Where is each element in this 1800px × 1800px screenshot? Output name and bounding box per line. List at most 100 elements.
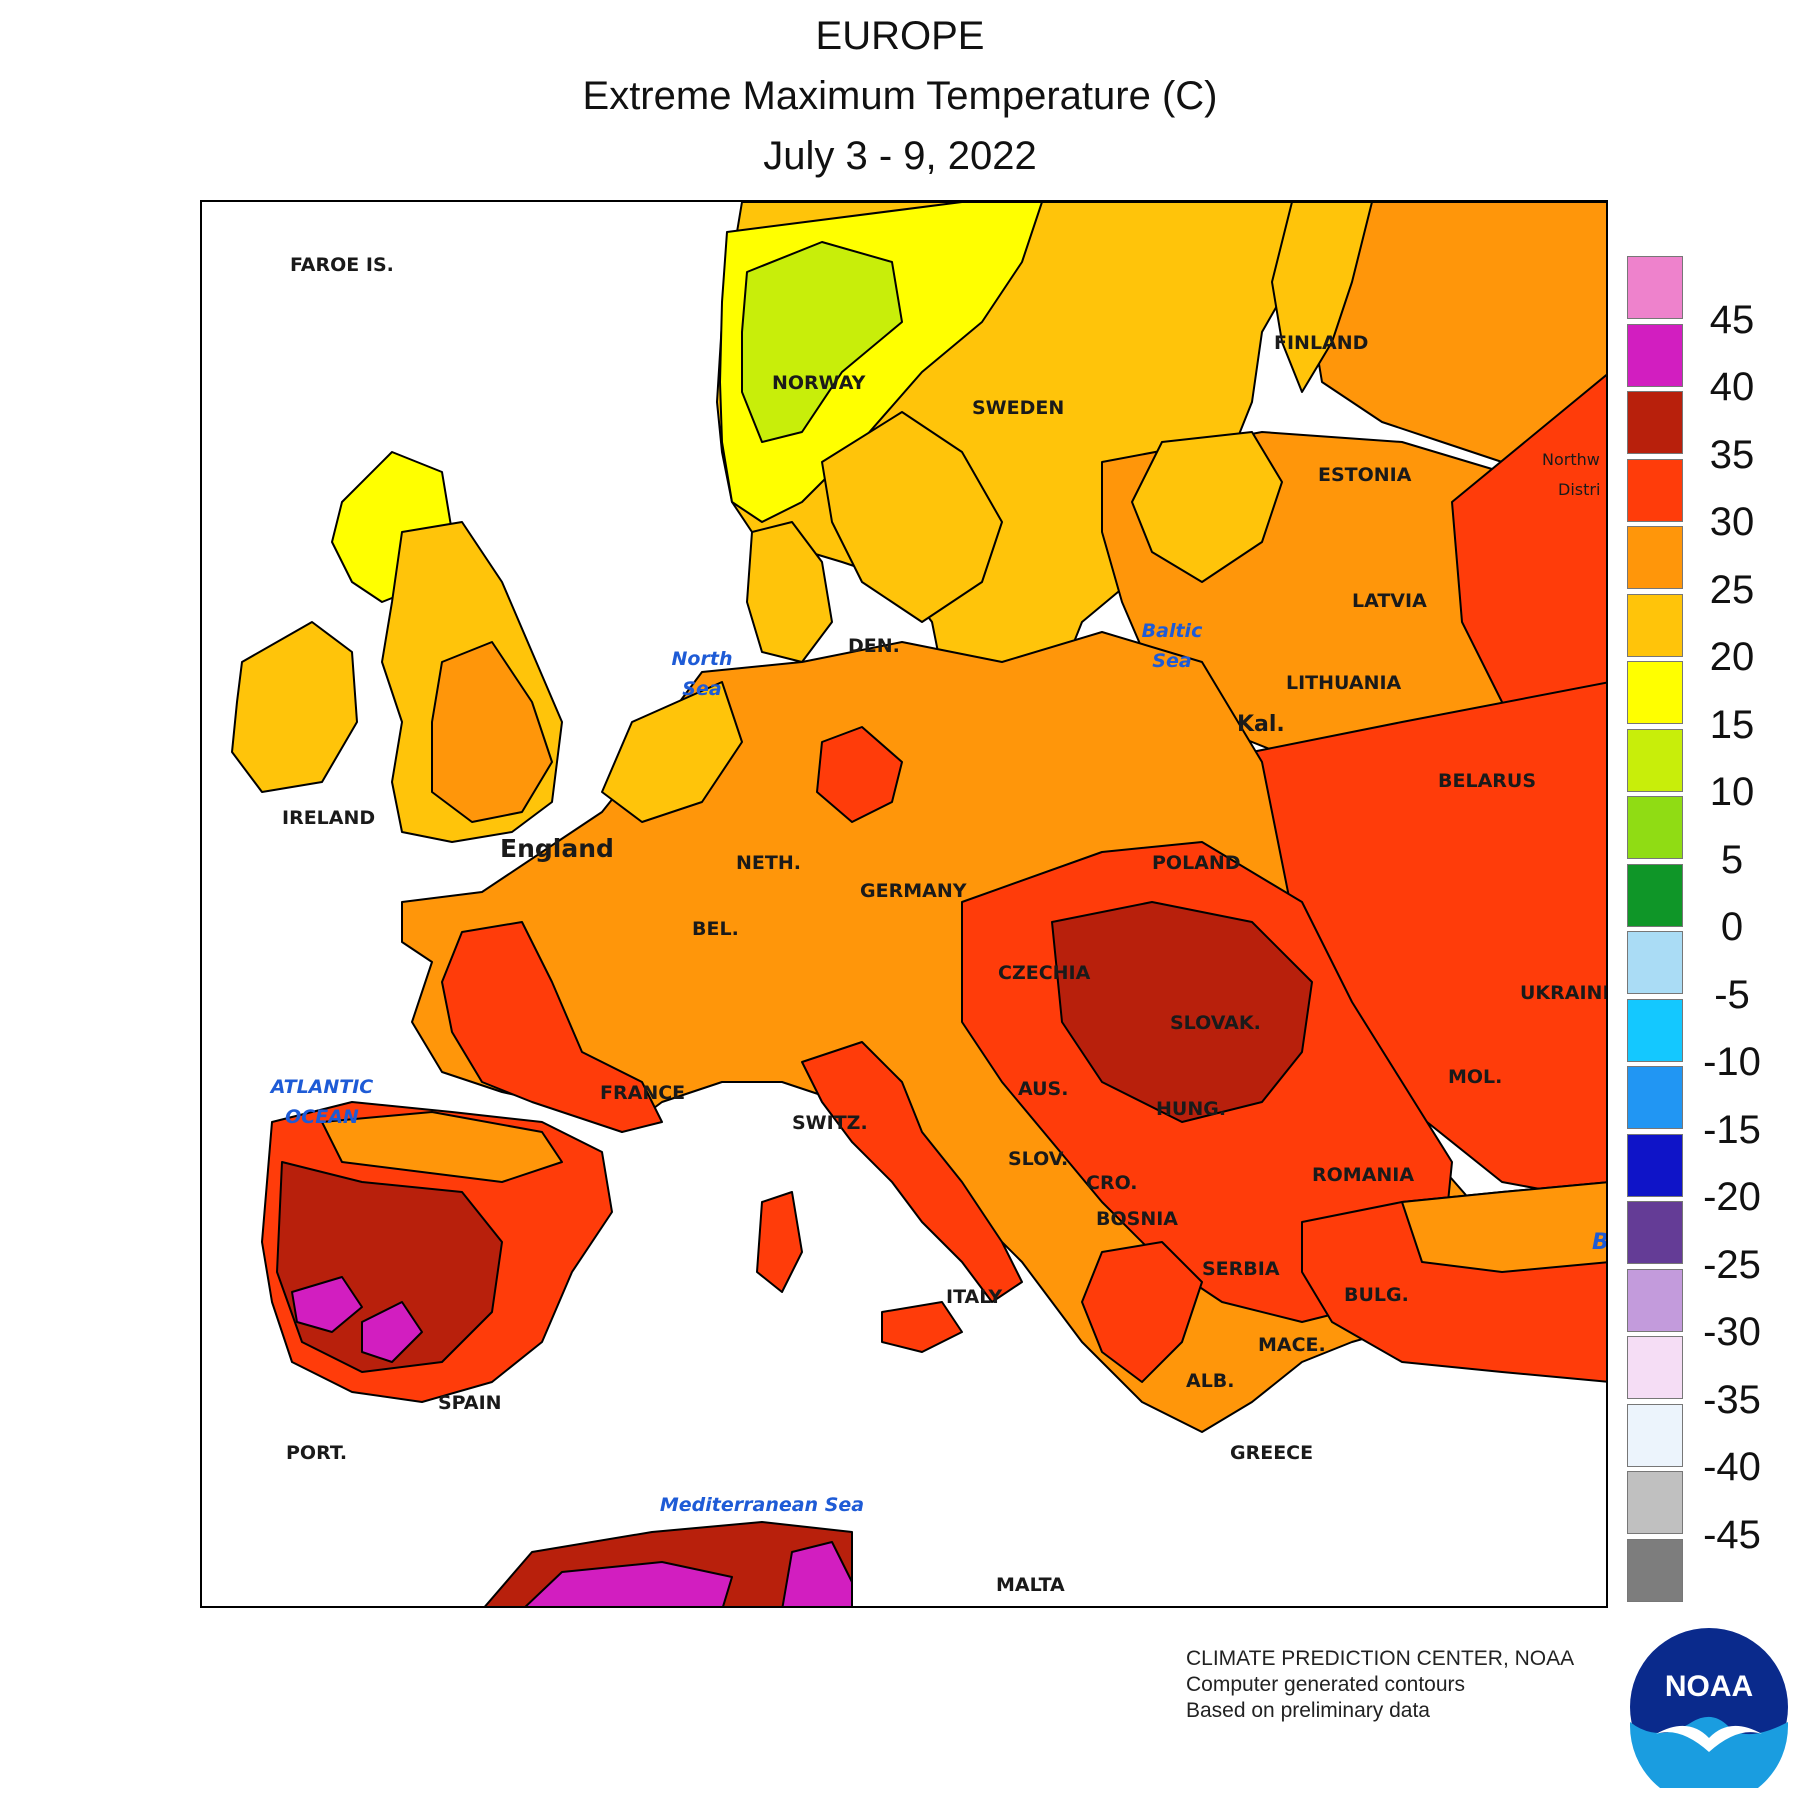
legend-tick-label: 40 (1709, 365, 1755, 409)
legend-tick-label: 20 (1709, 635, 1755, 679)
temperature-map: FAROE IS. NORWAY SWEDEN FINLAND ESTONIA … (200, 200, 1608, 1608)
label-romania: ROMANIA (1312, 1164, 1415, 1186)
label-sweden: SWEDEN (972, 397, 1065, 419)
label-bosnia: BOSNIA (1096, 1208, 1178, 1230)
label-netherlands: NETH. (736, 852, 801, 874)
label-greece: GREECE (1230, 1442, 1314, 1464)
label-england: England (500, 834, 614, 863)
label-b-edge: B (1592, 1230, 1608, 1255)
legend-swatch (1627, 998, 1683, 1062)
portugal-extreme (291, 1276, 363, 1333)
norway-green (741, 241, 903, 443)
label-finland: FINLAND (1274, 332, 1369, 354)
atlantic-line-2: OCEAN (285, 1106, 359, 1128)
legend-tick-label: -15 (1703, 1107, 1761, 1152)
label-germany: GERMANY (860, 880, 967, 902)
turkey-orange (1401, 1181, 1606, 1273)
map-variable-title: Extreme Maximum Temperature (C) (582, 74, 1218, 118)
legend-swatch (1627, 1538, 1683, 1602)
label-lithuania: LITHUANIA (1286, 672, 1402, 694)
atlantic-ocean-label: ATLANTIC OCEAN (262, 1072, 382, 1132)
baltic-sea-label: Baltic Sea (1122, 616, 1222, 676)
legend-swatch (1627, 1066, 1683, 1129)
label-northwest-2: Distri (1558, 480, 1601, 499)
label-hungary: HUNG. (1156, 1098, 1227, 1120)
legend-tick-label: 0 (1720, 905, 1744, 949)
legend-swatch (1627, 796, 1683, 859)
legend-swatch (1627, 323, 1683, 387)
legend-tick-label: 15 (1709, 702, 1755, 747)
legend-tick-label: -25 (1703, 1242, 1761, 1287)
label-northwest-1: Northw (1542, 450, 1600, 469)
label-malta: MALTA (996, 1574, 1065, 1596)
label-france: FRANCE (600, 1082, 686, 1104)
atlantic-line-1: ATLANTIC (270, 1076, 374, 1098)
legend-swatch (1627, 661, 1683, 724)
mediterranean-sea-label: Mediterranean Sea (659, 1494, 865, 1516)
label-italy: ITALY (946, 1286, 1003, 1308)
legend-tick-label: -40 (1703, 1445, 1761, 1489)
germany-hot (816, 726, 903, 823)
label-czechia: CZECHIA (998, 962, 1091, 984)
label-austria: AUS. (1018, 1078, 1069, 1100)
legend-tick-label: 10 (1709, 770, 1755, 814)
legend-swatch (1627, 728, 1683, 792)
credit-block: CLIMATE PREDICTION CENTER, NOAA Computer… (1186, 1646, 1574, 1724)
credit-line-2: Computer generated contours (1186, 1673, 1465, 1696)
legend-tick-label: 30 (1709, 500, 1755, 544)
legend-tick-label: -30 (1703, 1310, 1761, 1354)
legend-swatch (1627, 1268, 1683, 1332)
legend-tick-label: 45 (1709, 297, 1755, 342)
map-period-title: July 3 - 9, 2022 (763, 134, 1037, 178)
netherlands-yellow (601, 681, 743, 823)
legend-swatch (1627, 391, 1683, 454)
legend-swatch (1627, 1471, 1683, 1534)
label-portugal: PORT. (286, 1442, 348, 1464)
label-ukraine: UKRAINE (1520, 982, 1608, 1004)
france-hot (441, 921, 663, 1133)
legend-swatch (1627, 1201, 1683, 1264)
label-latvia: LATVIA (1352, 590, 1427, 612)
legend-swatch (1627, 931, 1683, 994)
label-slovenia: SLOV. (1008, 1148, 1069, 1170)
north-sea-line-1: North (671, 648, 733, 670)
label-switzerland: SWITZ. (792, 1112, 868, 1134)
label-norway: NORWAY (772, 372, 866, 394)
north-sea-line-2: Sea (682, 678, 722, 700)
spain-north-orange (321, 1111, 563, 1183)
sicily-land (881, 1301, 963, 1353)
north-sea-label: North Sea (652, 644, 752, 704)
map-canvas (231, 202, 1606, 1606)
tunisia-extreme (781, 1541, 853, 1606)
noaa-logo-text: NOAA (1665, 1670, 1753, 1703)
label-slovakia: SLOVAK. (1170, 1012, 1261, 1034)
label-macedonia: MACE. (1258, 1334, 1326, 1356)
sweden-orange (821, 411, 1003, 623)
england-orange (431, 641, 553, 823)
label-croatia: CRO. (1086, 1172, 1138, 1194)
label-faroe: FAROE IS. (290, 254, 394, 276)
legend-tick-label: 25 (1709, 567, 1755, 612)
baltic-sea-line-2: Sea (1152, 650, 1192, 672)
legend-tick-label: -45 (1703, 1512, 1761, 1557)
italy-land (801, 1041, 1023, 1303)
label-albania: ALB. (1186, 1370, 1235, 1392)
finland-yellow (1271, 202, 1373, 393)
label-belarus: BELARUS (1438, 770, 1537, 792)
legend-tick-label: 5 (1720, 837, 1744, 882)
label-spain: SPAIN (438, 1392, 502, 1414)
legend-tick-label: 35 (1709, 432, 1755, 477)
legend-swatch (1627, 256, 1683, 319)
legend-tick-label: -35 (1703, 1377, 1761, 1422)
legend-tick-label: -20 (1703, 1175, 1761, 1219)
sardinia-land (756, 1191, 803, 1293)
label-estonia: ESTONIA (1318, 464, 1412, 486)
denmark-land (746, 521, 833, 663)
credit-line-3: Based on preliminary data (1186, 1699, 1430, 1722)
estonia-yellow (1131, 431, 1283, 583)
legend-swatch (1627, 458, 1683, 522)
baltic-sea-line-1: Baltic (1141, 620, 1203, 642)
legend-swatch (1627, 526, 1683, 589)
north-africa-extreme (524, 1561, 733, 1606)
ireland-land (231, 621, 358, 793)
